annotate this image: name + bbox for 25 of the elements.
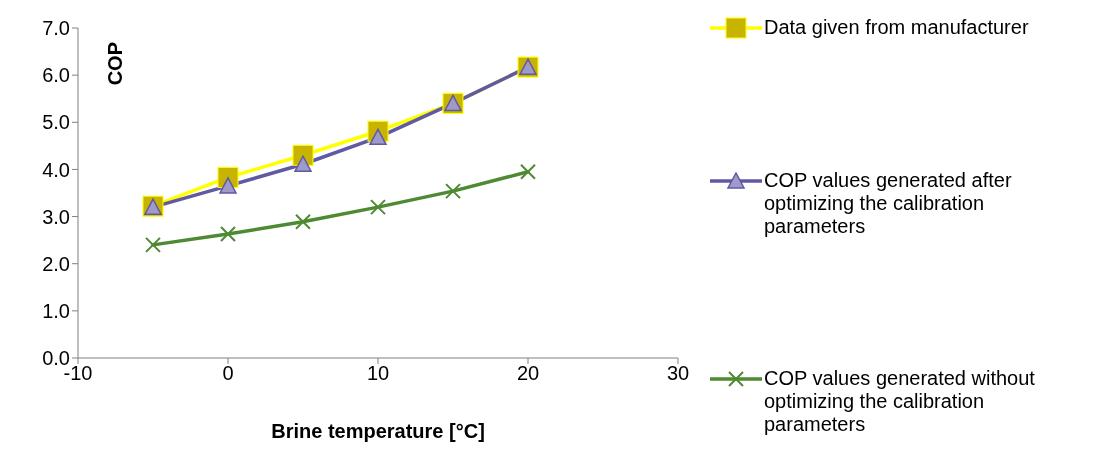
x-tick-label: 10	[366, 362, 390, 385]
point	[145, 236, 161, 253]
point	[445, 183, 461, 200]
point	[369, 128, 387, 146]
legend-label: COP values generated after optimizing the calibration parameters	[764, 169, 1013, 238]
point	[520, 163, 536, 180]
y-tick-label: 4.0	[42, 158, 70, 181]
point	[295, 213, 311, 230]
y-tick-label: 2.0	[42, 252, 70, 275]
x-tick-label: 20	[516, 362, 540, 385]
y-tick-label: 6.0	[42, 64, 70, 87]
point	[294, 155, 312, 172]
x-tick-label: 0	[222, 362, 234, 385]
y-tick-label: 3.0	[42, 205, 70, 228]
x-tick-label: 30	[666, 362, 690, 385]
y-tick-label: 5.0	[42, 111, 70, 134]
y-axis-title: COP	[104, 42, 127, 86]
point	[370, 199, 386, 216]
point	[219, 177, 237, 194]
legend-label: Data given from manufacturer	[764, 16, 1029, 39]
y-tick-label: 7.0	[42, 17, 70, 40]
legend-label: COP values generated without optimizing the calibration parameters	[764, 367, 1036, 436]
point	[220, 226, 236, 243]
x-axis-title: Brine temperature [°C]	[271, 420, 485, 442]
y-tick-label: 1.0	[42, 299, 70, 322]
